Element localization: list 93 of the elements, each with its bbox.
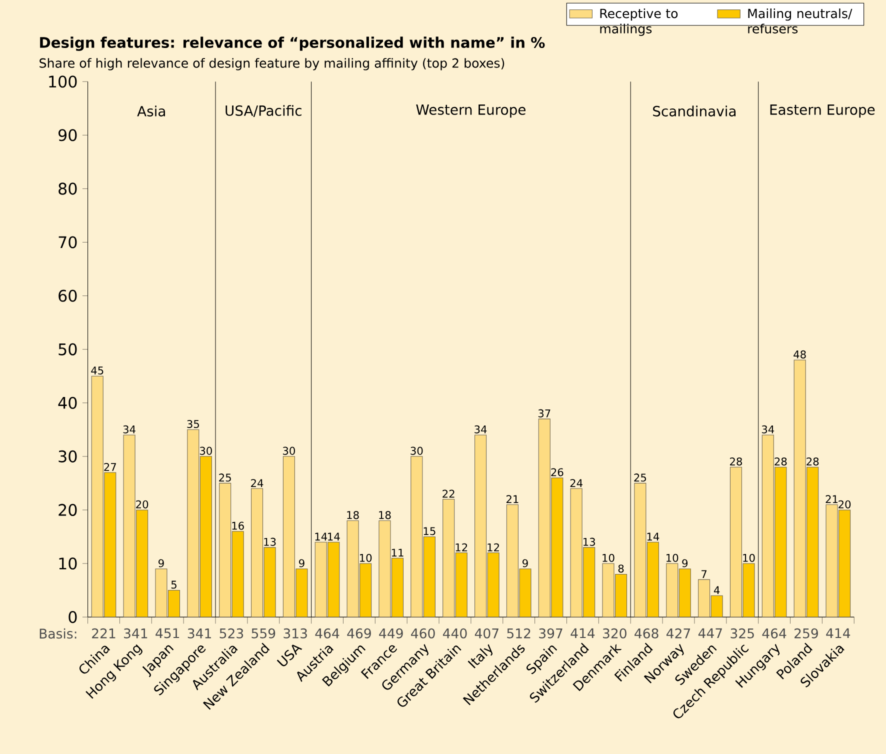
data-label: 25 <box>219 473 231 482</box>
annotation: Western Europe <box>416 104 526 118</box>
data-label: 21 <box>506 494 518 503</box>
y-tick-label: 30 <box>58 450 77 462</box>
text: 464 <box>762 628 786 638</box>
data-label: 14 <box>328 532 340 540</box>
data-label: 18 <box>347 510 359 519</box>
data-label: 48 <box>794 350 806 358</box>
text: 449 <box>379 628 403 638</box>
text: 414 <box>570 628 595 638</box>
y-tick-label: 10 <box>59 557 77 570</box>
text: 221 <box>92 628 116 638</box>
data-label: 14 <box>647 532 660 540</box>
text: 325 <box>730 628 754 638</box>
annotation: Asia <box>137 105 165 116</box>
data-label: 11 <box>392 548 404 556</box>
data-label: 20 <box>136 500 148 508</box>
chart-title: Design features: relevance of “personalized with name” in % <box>40 36 545 51</box>
data-label: 35 <box>187 420 199 428</box>
text: 469 <box>347 628 371 638</box>
y-tick-label: 100 <box>49 75 77 88</box>
legend-label: Receptive to mailings <box>600 8 678 36</box>
text: Basis: <box>40 628 76 638</box>
data-label: 16 <box>232 522 244 530</box>
text: 512 <box>507 628 530 638</box>
data-label: 20 <box>838 500 851 508</box>
y-tick-label: 70 <box>58 236 77 248</box>
annotation: Eastern Europe <box>770 104 875 118</box>
data-label: 24 <box>570 478 582 487</box>
y-tick-label: 90 <box>58 128 77 141</box>
text: 523 <box>220 628 244 638</box>
data-label: 30 <box>200 446 212 455</box>
data-label: 12 <box>488 543 499 552</box>
data-label: 28 <box>730 457 742 466</box>
data-label: 13 <box>264 538 276 546</box>
data-label: 10 <box>360 554 372 562</box>
text: 414 <box>826 628 850 638</box>
data-label: 10 <box>666 554 678 562</box>
data-label: 21 <box>826 494 838 503</box>
data-label: 24 <box>251 478 264 487</box>
data-label: 8 <box>618 564 624 572</box>
data-label: 34 <box>474 425 487 434</box>
legend-label: Mailing neutrals/ refusers <box>748 8 852 34</box>
text: 407 <box>474 628 498 638</box>
text: 427 <box>666 628 690 638</box>
data-label: 30 <box>283 446 295 455</box>
text: 313 <box>284 628 307 638</box>
data-label: 4 <box>714 586 720 594</box>
text: 451 <box>156 628 180 638</box>
y-tick-label: 50 <box>58 343 77 356</box>
data-label: 9 <box>299 559 304 568</box>
data-label: 9 <box>522 559 528 568</box>
text: 440 <box>442 628 467 638</box>
data-label: 15 <box>424 527 436 535</box>
annotation: Scandinavia <box>653 105 736 116</box>
y-tick-label: 0 <box>68 610 77 623</box>
data-label: 34 <box>762 425 774 434</box>
data-label: 14 <box>315 532 328 540</box>
y-tick-label: 40 <box>58 396 77 409</box>
annotation: USA/Pacific <box>226 104 302 117</box>
data-label: 10 <box>602 554 614 562</box>
data-label: 27 <box>104 462 116 471</box>
data-label: 30 <box>410 446 423 455</box>
data-label: 7 <box>702 570 707 578</box>
data-label: 28 <box>774 457 787 466</box>
data-label: 22 <box>442 490 454 498</box>
text: 341 <box>124 628 148 638</box>
data-label: 9 <box>158 559 164 568</box>
data-label: 45 <box>91 366 104 374</box>
y-tick-label: 60 <box>58 290 77 302</box>
data-label: 37 <box>538 409 550 418</box>
text: 447 <box>698 628 722 638</box>
chart-subtitle: Share of high relevance of design feature by mailing affinity (top 2 boxes) <box>40 58 504 70</box>
data-label: 10 <box>743 554 755 562</box>
data-label: 18 <box>379 510 391 519</box>
data-label: 12 <box>456 543 468 552</box>
y-tick-label: 20 <box>58 504 77 516</box>
data-label: 9 <box>682 559 688 568</box>
data-label: 5 <box>171 580 176 588</box>
text: 464 <box>315 628 340 638</box>
y-tick-label: 80 <box>58 182 77 195</box>
text: 460 <box>411 628 435 638</box>
data-label: 34 <box>123 425 136 434</box>
text: 259 <box>794 628 818 638</box>
text: 559 <box>252 628 276 638</box>
data-label: 25 <box>634 473 646 482</box>
text: 341 <box>188 628 211 638</box>
text: 468 <box>634 628 658 638</box>
data-label: 28 <box>806 457 819 466</box>
text: 397 <box>539 628 562 638</box>
data-label: 26 <box>551 468 564 476</box>
data-label: 13 <box>584 538 596 546</box>
text: 320 <box>602 628 626 638</box>
